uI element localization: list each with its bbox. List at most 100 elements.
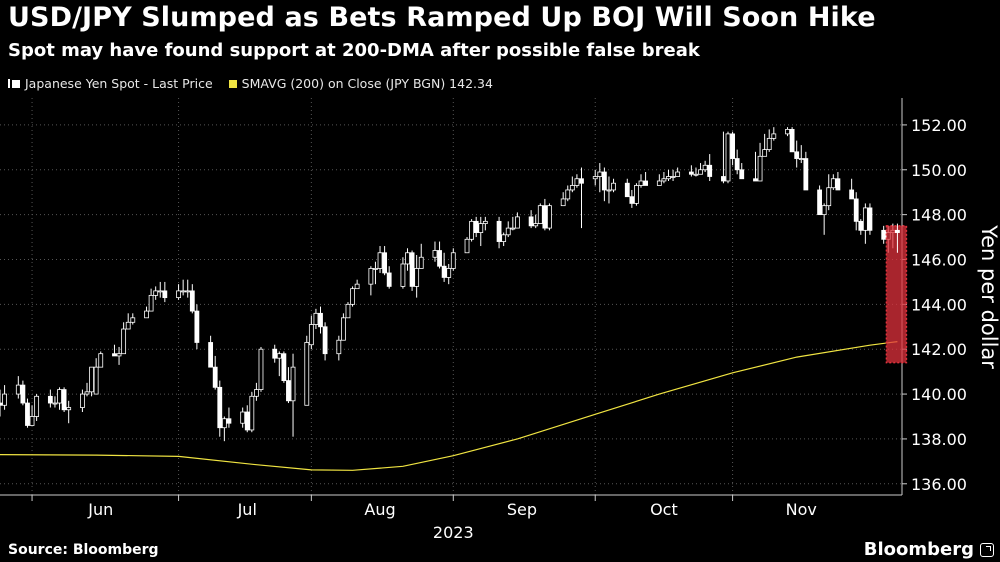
candle-body: [350, 288, 355, 305]
candle: [382, 246, 388, 276]
candle-body: [437, 250, 442, 267]
candle-body: [441, 265, 447, 278]
candle: [643, 172, 648, 186]
x-axis-year-label: 2023: [433, 523, 474, 542]
candle: [853, 192, 859, 231]
y-tick-label: 148.00: [911, 206, 967, 225]
candle: [565, 185, 571, 202]
x-tick-label: Jun: [87, 500, 113, 519]
candle: [414, 255, 420, 298]
candle: [240, 407, 246, 428]
candle-body: [482, 220, 488, 225]
candle: [569, 176, 575, 193]
candle-body: [721, 176, 726, 182]
candle: [688, 165, 694, 177]
candle-body: [794, 151, 800, 159]
candle: [244, 405, 250, 433]
candle-body: [693, 173, 699, 176]
candle: [15, 376, 21, 399]
candle: [84, 382, 90, 397]
candle: [377, 246, 383, 273]
candle-body: [510, 227, 516, 230]
candle: [368, 266, 374, 296]
candle-body: [762, 149, 768, 157]
candle-body: [785, 129, 790, 135]
candle-body: [322, 326, 328, 355]
candle-body: [830, 178, 836, 189]
candle-body: [638, 180, 644, 186]
candle-body: [98, 353, 104, 368]
latest-candle-body: [895, 229, 900, 233]
candle-body: [629, 196, 635, 204]
candle-body: [400, 263, 406, 287]
candle-body: [276, 353, 282, 359]
candle: [345, 302, 351, 319]
candle-body: [675, 171, 681, 177]
candle-body: [565, 189, 571, 200]
candle: [496, 216, 502, 249]
candle-body: [688, 171, 694, 175]
candle-body: [739, 169, 745, 180]
candle-body: [80, 393, 85, 408]
candle: [318, 306, 323, 334]
candle-body: [730, 133, 735, 159]
candle-body: [185, 290, 191, 293]
y-axis: 136.00 138.00 140.00 142.00 144.00 146.00 148.…: [902, 116, 967, 494]
candle-body: [180, 290, 186, 293]
candle-body: [542, 205, 548, 229]
candle-body: [547, 205, 552, 229]
candle-body: [249, 395, 255, 431]
candle: [601, 167, 607, 202]
candle: [528, 210, 534, 229]
candle-body: [240, 411, 246, 424]
candle-body: [766, 137, 772, 150]
candle-body: [217, 386, 223, 429]
candle: [80, 389, 85, 413]
candle-body: [25, 402, 30, 426]
candle: [432, 241, 438, 262]
candle: [771, 127, 777, 141]
candle: [450, 248, 456, 271]
candle-body: [405, 252, 410, 265]
candle-body: [867, 207, 873, 231]
candle: [25, 398, 30, 428]
candle: [52, 396, 58, 408]
candle-body: [666, 176, 671, 180]
candle-body: [601, 171, 607, 191]
candle-body: [505, 227, 511, 236]
candle-body: [560, 198, 566, 207]
candle: [707, 154, 713, 181]
candle: [57, 387, 62, 410]
candle-body: [148, 294, 154, 312]
candle-body: [290, 366, 296, 402]
legend-label-sma: SMAVG (200) on Close (JPY BGN) 142.34: [241, 76, 493, 91]
candle-body: [61, 389, 67, 411]
candle-body: [446, 268, 452, 278]
candle-body: [308, 324, 314, 346]
candle-body: [2, 393, 7, 406]
candle-body: [725, 133, 731, 182]
candle-body: [592, 176, 598, 180]
candle: [116, 346, 122, 365]
candle: [611, 178, 616, 193]
candle-body: [20, 384, 26, 404]
y-tick-label: 146.00: [911, 250, 967, 269]
brand-logo: Bloomberg: [863, 539, 974, 560]
candle: [881, 225, 887, 244]
candle: [144, 306, 149, 319]
candle-body: [377, 252, 383, 269]
candle: [34, 394, 40, 421]
candle: [176, 284, 181, 300]
candle: [675, 167, 681, 177]
candle: [373, 261, 378, 285]
candle-body: [116, 353, 122, 357]
candle-body: [226, 418, 232, 424]
candle-body: [702, 164, 708, 171]
candle-body: [318, 312, 323, 328]
candle-body: [798, 158, 804, 160]
candle: [0, 389, 3, 417]
candle: [826, 174, 832, 211]
candle: [862, 203, 868, 244]
candle: [785, 127, 790, 137]
candle-body: [611, 182, 616, 191]
